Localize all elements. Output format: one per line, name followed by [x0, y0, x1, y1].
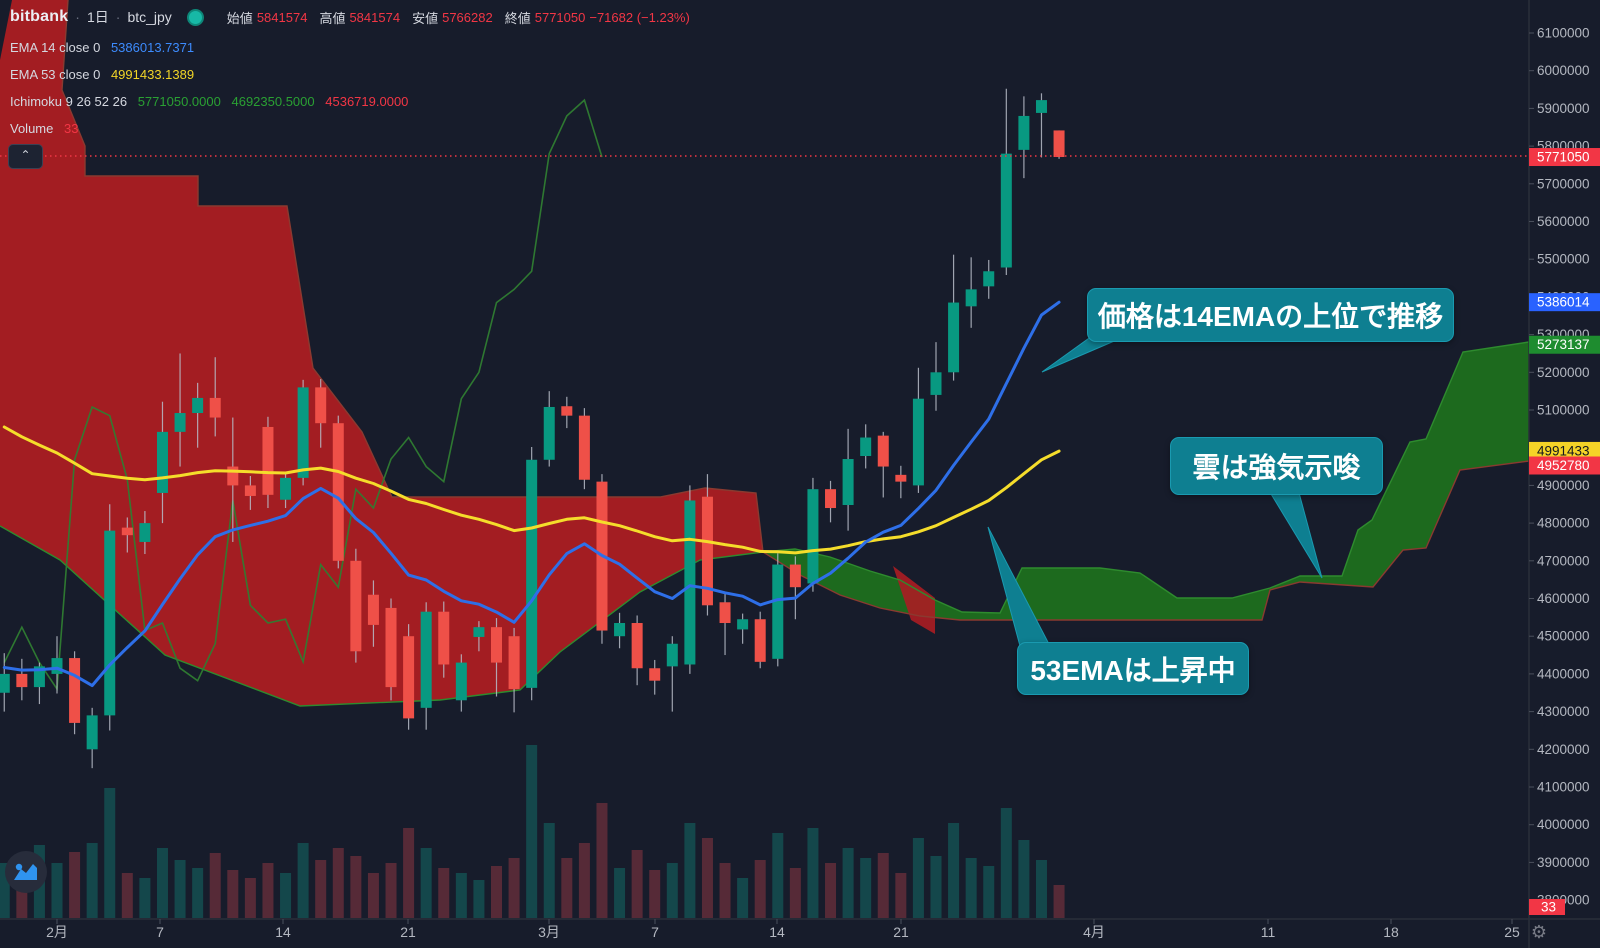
svg-text:21: 21 — [400, 924, 416, 940]
svg-text:4000000: 4000000 — [1537, 817, 1590, 832]
svg-text:4月: 4月 — [1083, 924, 1105, 940]
svg-text:33: 33 — [1541, 900, 1556, 915]
market-status-icon — [186, 8, 204, 26]
change-value: −71682 (−1.23%) — [589, 9, 690, 25]
svg-text:18: 18 — [1383, 924, 1399, 940]
open-label: 始値 — [226, 10, 253, 26]
svg-text:4700000: 4700000 — [1537, 553, 1590, 568]
svg-text:4500000: 4500000 — [1537, 629, 1590, 644]
svg-text:11: 11 — [1261, 924, 1276, 940]
separator: · — [115, 9, 121, 25]
annotation-price-above-ema14[interactable]: 価格は14EMAの上位で推移 — [1087, 288, 1454, 342]
svg-text:4900000: 4900000 — [1537, 478, 1590, 493]
svg-text:4200000: 4200000 — [1537, 742, 1590, 757]
high-label: 高値 — [319, 10, 346, 26]
svg-text:14: 14 — [275, 924, 291, 940]
svg-text:6100000: 6100000 — [1537, 26, 1590, 41]
svg-text:4100000: 4100000 — [1537, 780, 1590, 795]
ema14-value: 5386013.7371 — [110, 40, 195, 55]
symbol-name[interactable]: btc_jpy — [127, 9, 172, 25]
ichimoku-value-1: 5771050.0000 — [137, 94, 221, 109]
annotation-ema53-rising[interactable]: 53EMAは上昇中 — [1017, 642, 1249, 695]
legend-row-volume[interactable]: Volume 33 — [10, 121, 85, 136]
svg-text:4991433: 4991433 — [1537, 443, 1590, 458]
svg-text:6000000: 6000000 — [1537, 63, 1590, 78]
close-label: 終値 — [504, 10, 531, 26]
svg-text:4400000: 4400000 — [1537, 666, 1590, 681]
svg-text:5500000: 5500000 — [1537, 252, 1590, 267]
timezone-settings-gear-icon[interactable]: ⚙ — [1530, 922, 1548, 942]
svg-text:14: 14 — [769, 924, 785, 940]
close-value: 5771050 — [534, 9, 586, 25]
svg-text:21: 21 — [893, 924, 909, 940]
svg-text:5771050: 5771050 — [1537, 150, 1590, 165]
ichimoku-label: Ichimoku 9 26 52 26 — [10, 94, 128, 109]
legend-row-ema14[interactable]: EMA 14 close 0 5386013.7371 — [10, 40, 201, 55]
svg-text:7: 7 — [651, 924, 659, 940]
svg-text:5700000: 5700000 — [1537, 176, 1590, 191]
svg-text:5273137: 5273137 — [1537, 337, 1590, 352]
svg-text:3月: 3月 — [538, 924, 560, 940]
ichimoku-value-3: 4536719.0000 — [325, 94, 409, 109]
annotation-bullish-cloud[interactable]: 雲は強気示唆 — [1170, 437, 1383, 495]
svg-text:3900000: 3900000 — [1537, 855, 1590, 870]
ohlc-readout: 始値 5841574 高値 5841574 安値 5766282 終値 5771… — [219, 8, 690, 27]
volume-value: 33 — [64, 121, 79, 136]
tradingview-logo[interactable] — [5, 851, 47, 893]
svg-text:5900000: 5900000 — [1537, 101, 1590, 116]
svg-text:5100000: 5100000 — [1537, 403, 1590, 418]
ema53-value: 4991433.1389 — [110, 67, 195, 82]
low-label: 安値 — [412, 10, 439, 26]
ema53-label: EMA 53 close 0 — [10, 67, 101, 82]
legend-row-ichimoku[interactable]: Ichimoku 9 26 52 26 5771050.0000 4692350… — [10, 94, 415, 109]
high-value: 5841574 — [349, 9, 401, 25]
ichimoku-value-2: 4692350.5000 — [231, 94, 315, 109]
svg-text:4800000: 4800000 — [1537, 516, 1590, 531]
ema14-label: EMA 14 close 0 — [10, 40, 101, 55]
separator: · — [75, 9, 80, 25]
svg-text:4600000: 4600000 — [1537, 591, 1590, 606]
svg-text:5600000: 5600000 — [1537, 214, 1590, 229]
exchange-name[interactable]: bitbank — [10, 8, 69, 25]
svg-text:5386014: 5386014 — [1537, 295, 1590, 310]
legend-row-ema53[interactable]: EMA 53 close 0 4991433.1389 — [10, 67, 201, 82]
svg-text:7: 7 — [156, 924, 164, 940]
svg-text:5200000: 5200000 — [1537, 365, 1590, 380]
low-value: 5766282 — [442, 9, 493, 25]
mountain-logo-icon — [14, 863, 37, 880]
volume-label: Volume — [10, 121, 54, 136]
svg-text:4952780: 4952780 — [1537, 458, 1590, 473]
symbol-header: bitbank · 1日 · btc_jpy 始値 5841574 高値 584… — [10, 7, 690, 27]
svg-text:2月: 2月 — [46, 924, 68, 940]
svg-text:4300000: 4300000 — [1537, 704, 1590, 719]
open-value: 5841574 — [256, 9, 308, 25]
legend-collapse-button[interactable]: ⌃ — [8, 144, 43, 169]
svg-text:25: 25 — [1504, 924, 1520, 940]
interval-label[interactable]: 1日 — [86, 9, 109, 25]
